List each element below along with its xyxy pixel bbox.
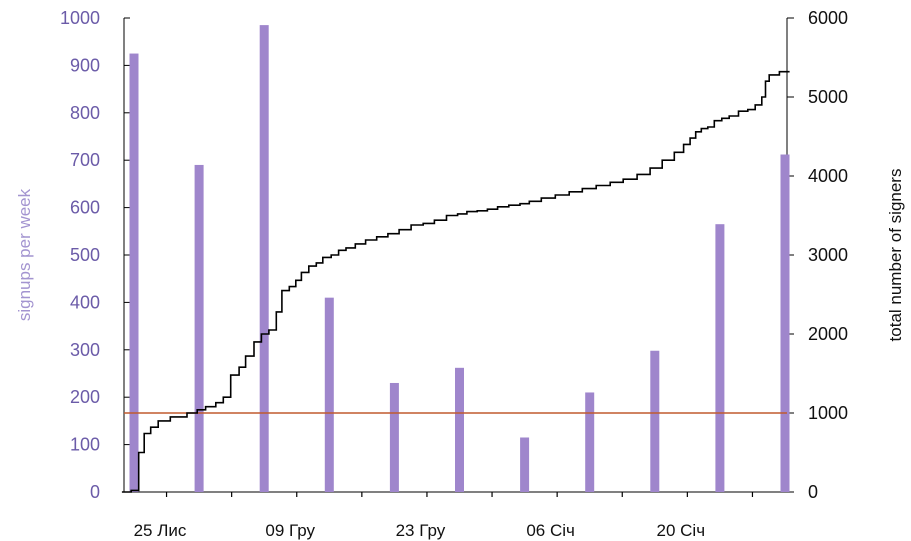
x-tick-label: 09 Гру (265, 521, 315, 540)
left-axis-label: signups per week (15, 188, 34, 321)
bar (389, 382, 399, 492)
bar (650, 350, 660, 492)
left-tick-label: 700 (70, 150, 100, 170)
x-tick-label: 06 Січ (526, 521, 575, 540)
left-tick-label: 100 (70, 435, 100, 455)
left-tick-label: 600 (70, 198, 100, 218)
bar (585, 392, 595, 492)
left-tick-label: 800 (70, 103, 100, 123)
x-tick-label: 23 Гру (396, 521, 446, 540)
left-tick-label: 400 (70, 292, 100, 312)
right-tick-label: 1000 (808, 403, 848, 423)
bar (715, 224, 725, 492)
right-axis-label: total number of signers (886, 169, 905, 342)
cumulative-line-group (121, 70, 790, 493)
right-tick-label: 2000 (808, 324, 848, 344)
left-tick-label: 900 (70, 55, 100, 75)
bar (324, 297, 334, 492)
bar (194, 164, 204, 492)
right-tick-label: 5000 (808, 87, 848, 107)
x-tick-label: 25 Лис (134, 521, 187, 540)
bar (520, 437, 530, 492)
bar (780, 154, 790, 492)
right-tick-label: 6000 (808, 8, 848, 28)
left-tick-label: 0 (90, 482, 100, 502)
bar (259, 25, 269, 493)
left-axis-ticks: 0 100 200 300 400 500 600 700 800 900 1000 (60, 8, 130, 502)
bar (455, 367, 464, 492)
x-tick-label: 20 Січ (657, 521, 706, 540)
bars (129, 25, 790, 493)
left-tick-label: 200 (70, 387, 100, 407)
right-tick-label: 4000 (808, 166, 848, 186)
right-axis-ticks: 0 1000 2000 3000 4000 5000 6000 (787, 8, 848, 502)
left-tick-label: 500 (70, 245, 100, 265)
bar (129, 53, 139, 493)
x-axis-ticks: 25 Лис 09 Гру 23 Гру 06 Січ 20 Січ (134, 492, 754, 540)
left-tick-label: 300 (70, 340, 100, 360)
left-tick-label: 1000 (60, 8, 100, 28)
right-tick-label: 0 (808, 482, 818, 502)
right-tick-label: 3000 (808, 245, 848, 265)
cumulative-line (121, 70, 790, 493)
